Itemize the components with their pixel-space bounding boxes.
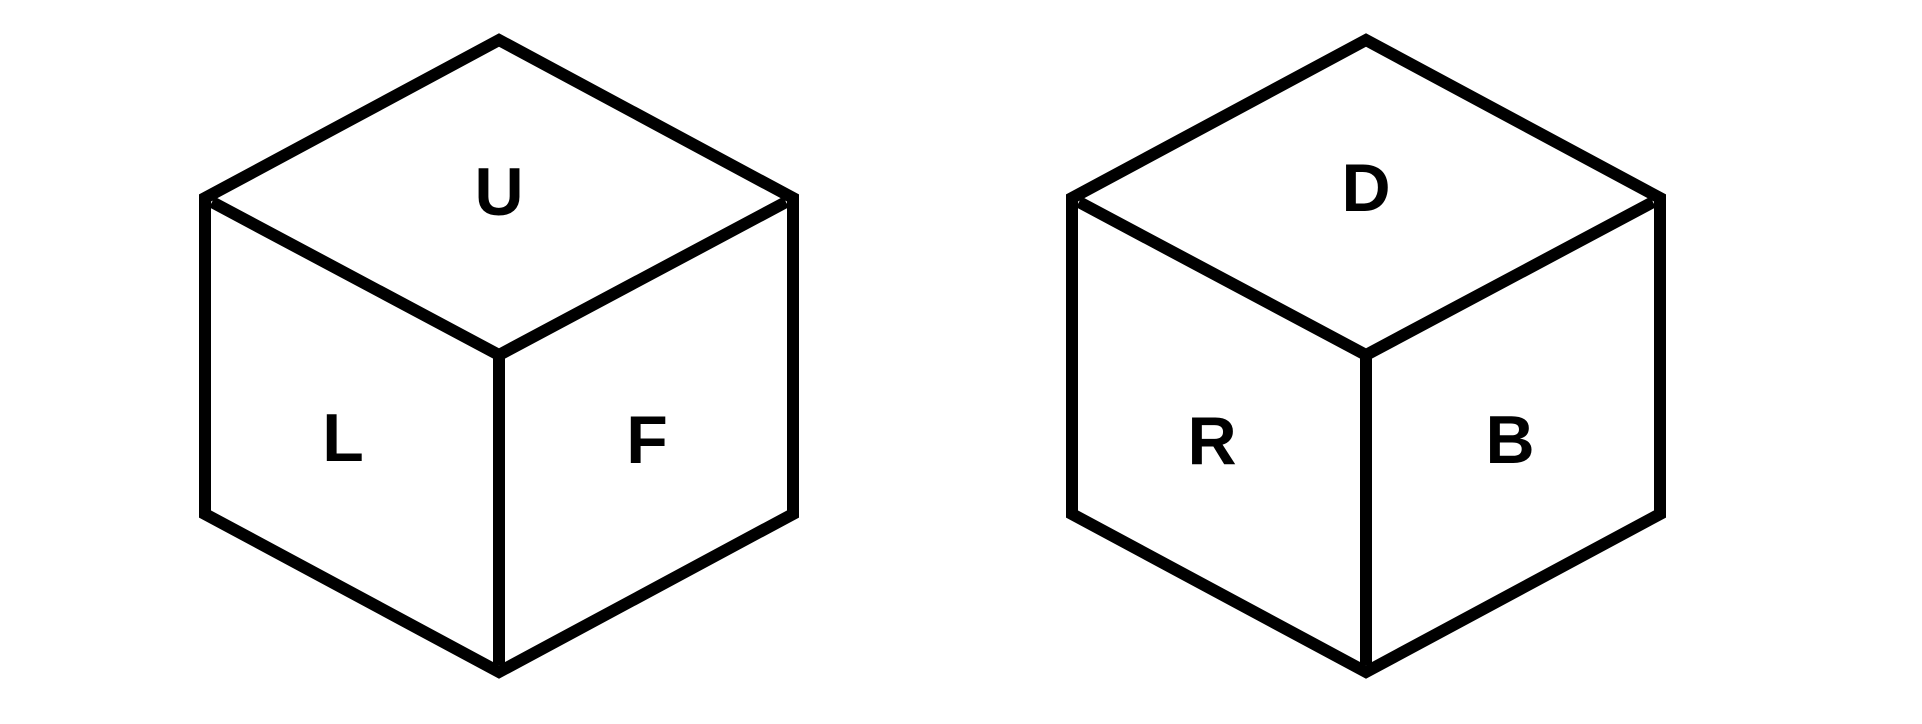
cube-2-top-face-label: D xyxy=(1341,150,1390,226)
cube-2-outline xyxy=(1066,33,1666,679)
cube-2-left-face-label: R xyxy=(1187,403,1236,479)
cube-1-top-face-label: U xyxy=(474,154,523,230)
cube-1-right-face-label: F xyxy=(626,402,668,478)
cube-2-right-face-label: B xyxy=(1485,402,1534,478)
cube-1-outline xyxy=(199,33,799,679)
cube-1: U L F xyxy=(199,33,799,679)
cube-1-left-face-label: L xyxy=(322,400,364,476)
cube-2: D R B xyxy=(1066,33,1666,679)
